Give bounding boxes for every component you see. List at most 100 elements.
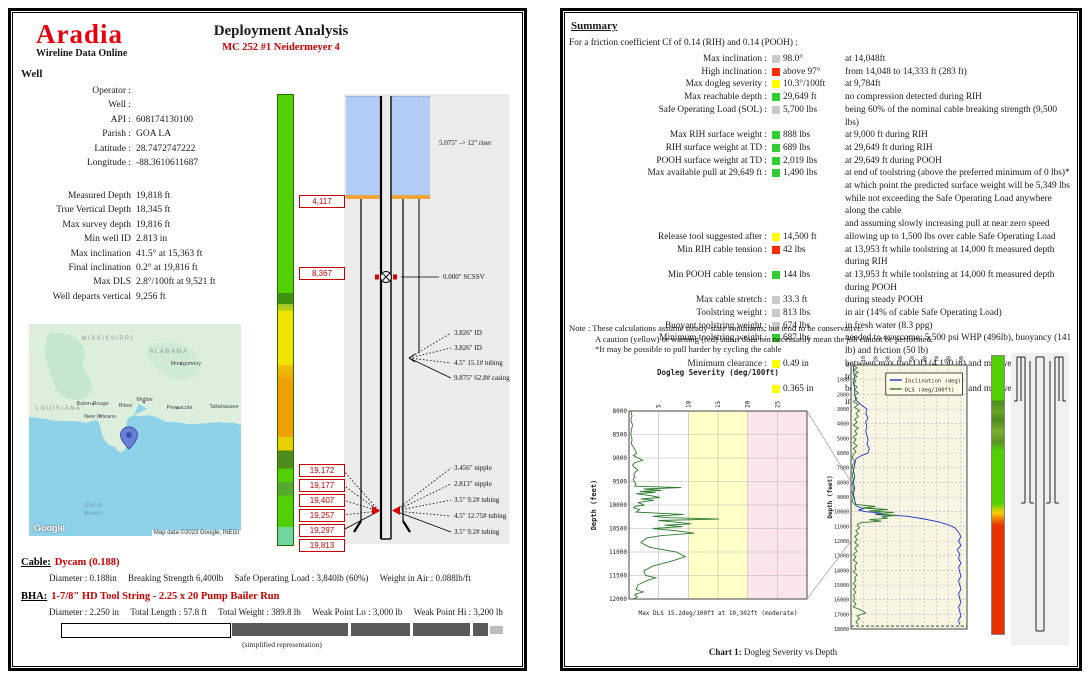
well-info-row: Max inclination 41.5° at 15,363 ft bbox=[19, 247, 216, 261]
svg-text:30: 30 bbox=[886, 356, 892, 362]
summary-value: 98.0° bbox=[783, 54, 803, 64]
bha-section-heading: BHA: 1-7/8" HD Tool String - 2.25 x 20 Pu… bbox=[21, 591, 279, 602]
summary-description-line: being 60% of the nominal cable breaking … bbox=[845, 104, 1057, 128]
well-info-row: Operator : bbox=[19, 84, 198, 98]
info-label: Max DLS bbox=[93, 277, 131, 288]
svg-text:11500: 11500 bbox=[609, 573, 627, 580]
summary-description: during steady POOH bbox=[845, 294, 1073, 307]
svg-text:20: 20 bbox=[745, 400, 752, 408]
svg-text:Depth (feet): Depth (feet) bbox=[590, 480, 598, 531]
summary-value: 888 lbs bbox=[783, 130, 811, 141]
summary-row: Minimum toolstring weight : 687 lbs needed… bbox=[569, 332, 1073, 357]
info-label: Max inclination bbox=[70, 248, 131, 259]
toolstring-caption: (simplified representation) bbox=[242, 640, 322, 649]
svg-text:9500: 9500 bbox=[613, 479, 628, 486]
svg-text:1000: 1000 bbox=[837, 378, 849, 384]
svg-text:15000: 15000 bbox=[834, 583, 849, 589]
summary-row: Safe Operating Load (SOL) : 5,700 lbs bein… bbox=[569, 104, 1073, 129]
status-swatch bbox=[772, 67, 780, 76]
summary-row: Max reachable depth : 29,649 ft no compres… bbox=[569, 91, 1073, 104]
info-label: Max survey depth bbox=[62, 219, 131, 230]
report-page-1: Aradia Wireline Data Online Deployment A… bbox=[8, 8, 527, 671]
well-info-row: Max DLS 2.8°/100ft at 9,521 ft bbox=[19, 275, 215, 289]
component-label: 3.826" ID bbox=[454, 344, 482, 352]
svg-text:Max DLS 15.2deg/100ft at 10,30: Max DLS 15.2deg/100ft at 10,302ft (moder… bbox=[639, 610, 798, 617]
depth-status-bar-2 bbox=[991, 355, 1005, 635]
summary-label: Minimum toolstring weight : bbox=[659, 333, 767, 344]
svg-text:40: 40 bbox=[898, 356, 904, 362]
riser-left bbox=[346, 96, 380, 196]
svg-text:3000: 3000 bbox=[837, 407, 849, 413]
aradia-logo: Aradia Wireline Data Online bbox=[36, 19, 127, 59]
summary-description: in air (14% of cable Safe Operating Load… bbox=[845, 307, 1073, 320]
summary-value: 29,649 ft bbox=[783, 92, 817, 103]
toolstring-segment bbox=[61, 623, 231, 638]
summary-row: High inclination : above 97° from 14,048 t… bbox=[569, 66, 1073, 79]
well-section-heading: Well bbox=[21, 68, 43, 80]
map-city-label: Pensacola bbox=[166, 404, 193, 411]
status-swatch bbox=[772, 131, 780, 140]
status-swatch bbox=[772, 309, 780, 318]
summary-value: 2,019 lbs bbox=[783, 155, 818, 166]
info-label: Longitude : bbox=[86, 158, 131, 169]
summary-description-line: needed to overcome: 5,500 psi WHP (496lb… bbox=[845, 333, 1072, 357]
status-swatch bbox=[772, 80, 780, 89]
google-logo[interactable]: Google bbox=[34, 523, 65, 533]
component-label: 4.5" 15.1# tubing bbox=[454, 359, 503, 367]
logo-title: Aradia bbox=[36, 19, 123, 49]
summary-label: Max inclination : bbox=[702, 54, 767, 64]
dogleg-severity-chart[interactable]: 5 10 15 20 25 8000 8500 9000 9500 10000 10500 11000… bbox=[589, 359, 819, 635]
summary-description-line: no compression detected during RIH bbox=[845, 92, 982, 103]
summary-description: at 13,953 ft while toolstring at 14,000 … bbox=[845, 269, 1073, 294]
riser-right bbox=[392, 96, 430, 196]
well-info-row: Well : bbox=[19, 98, 198, 112]
summary-description-line: at end of toolstring (above the preferre… bbox=[845, 168, 1070, 179]
svg-text:80: 80 bbox=[947, 356, 953, 362]
summary-value: 674 lbs bbox=[783, 320, 811, 331]
svg-text:12000: 12000 bbox=[834, 539, 849, 545]
summary-description-line: and assuming slowly increasing pull at n… bbox=[845, 219, 1050, 230]
summary-description-line: at 14,048ft bbox=[845, 54, 886, 64]
depth-marker: 19,172 bbox=[299, 464, 345, 477]
svg-text:25: 25 bbox=[774, 400, 781, 408]
info-label: Well departs vertical bbox=[52, 291, 131, 302]
status-swatch bbox=[772, 55, 780, 63]
summary-description: at 29,649 ft during POOH bbox=[845, 155, 1073, 168]
inclination-dls-chart[interactable]: 10 20 30 40 50 60 70 80 90 0 1000 2000 3000 4000 5000 6… bbox=[825, 347, 975, 639]
toolstring-segment bbox=[489, 625, 503, 634]
cable-heading: Cable: bbox=[21, 557, 51, 568]
info-label: Operator : bbox=[92, 86, 131, 96]
svg-text:10500: 10500 bbox=[609, 526, 627, 533]
well-info-row: True Vertical Depth 18,345 ft bbox=[19, 203, 216, 217]
note-line: *It may be possible to pull harder by cy… bbox=[595, 344, 782, 354]
map-city-label: New Orleans bbox=[84, 414, 116, 421]
summary-description: at 29,649 ft during RIH bbox=[845, 142, 1073, 155]
svg-text:5000: 5000 bbox=[837, 436, 849, 442]
summary-value: 10.3°/100ft bbox=[783, 79, 826, 90]
summary-value: 689 lbs bbox=[783, 142, 811, 153]
summary-label: Max available pull at 29,649 ft : bbox=[647, 168, 767, 179]
well-name: MC 252 #1 Neidermeyer 4 bbox=[222, 42, 340, 53]
map-attribution: Map data ©2023 Google, INEGI bbox=[151, 530, 241, 536]
summary-description-line: in fresh water (8.3 ppg) bbox=[845, 320, 933, 331]
summary-description: at 14,048ft bbox=[845, 53, 1073, 66]
svg-text:8000: 8000 bbox=[613, 408, 628, 415]
depth-marker: 19,297 bbox=[299, 524, 345, 537]
summary-description: in fresh water (8.3 ppg) bbox=[845, 320, 1073, 333]
summary-description: at end of toolstring (above the preferre… bbox=[845, 167, 1073, 231]
status-swatch bbox=[772, 270, 780, 279]
map-state-label: MISSISSIPPI bbox=[81, 335, 134, 342]
map-water-label: Gulf of bbox=[84, 503, 102, 509]
depth-marker: 19,177 bbox=[299, 479, 345, 492]
info-label: Latitude : bbox=[94, 143, 131, 154]
svg-text:20: 20 bbox=[873, 356, 879, 362]
location-map[interactable]: MISSISSIPPI ALABAMA LOUISIANA Montgomery Bat… bbox=[29, 324, 241, 536]
well-info-row: Parish : GOA LA bbox=[19, 127, 198, 141]
depth-marker: 19,813 bbox=[299, 539, 345, 552]
svg-text:17000: 17000 bbox=[834, 612, 849, 618]
summary-label: Minimum clearance : bbox=[687, 358, 767, 369]
info-value: 28.7472747222 bbox=[136, 143, 196, 154]
valve-label: 0.000" SCSSV bbox=[443, 273, 485, 281]
riser-label: 5.075" -> 12" riser bbox=[439, 139, 492, 147]
map-state-label: LOUISIANA bbox=[35, 405, 82, 412]
